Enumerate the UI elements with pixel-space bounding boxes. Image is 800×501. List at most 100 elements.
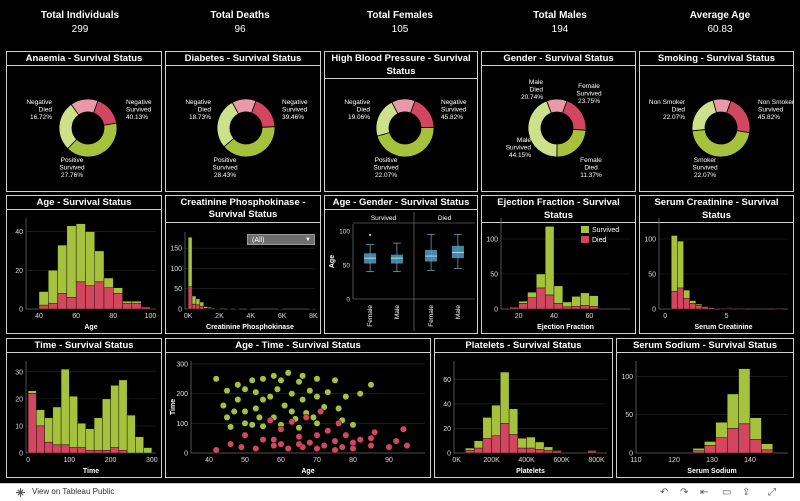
point-died <box>325 428 331 434</box>
bar-died <box>67 297 76 309</box>
point-died <box>339 444 345 450</box>
slice-label-pct: 40.13% <box>126 114 148 121</box>
kpi-label: Total Males <box>480 10 640 21</box>
bar-died <box>111 448 119 453</box>
point-died <box>296 433 302 439</box>
slice-label-pct: 22.07% <box>375 172 397 179</box>
group-header: Survived <box>371 215 397 222</box>
kpi-value: 96 <box>160 24 320 35</box>
slice-label-line1: Non Smoker <box>758 99 794 106</box>
point-survived <box>235 396 241 402</box>
bar-died <box>720 308 726 309</box>
point-survived <box>314 420 320 426</box>
bar-survived <box>554 286 563 304</box>
point-survived <box>289 390 295 396</box>
tableau-logo-icon <box>16 488 25 497</box>
bar-survived <box>761 444 772 450</box>
legend-label-died: Died <box>592 237 607 244</box>
slice-label-pct: 20.74% <box>521 94 543 101</box>
bar-survived <box>483 417 492 438</box>
x-tick-label: 140 <box>744 457 756 464</box>
bar-survived <box>739 369 750 424</box>
point-died <box>400 426 406 432</box>
point-died <box>343 432 349 438</box>
bar-survived <box>535 442 544 449</box>
bar-survived <box>135 437 143 453</box>
y-tick-label: 50 <box>343 262 351 269</box>
bar-survived <box>563 302 572 307</box>
bar-survived <box>704 442 715 446</box>
y-tick-label: 100 <box>644 237 656 244</box>
bar-survived <box>144 448 152 453</box>
bar-survived <box>527 437 536 448</box>
bar-survived <box>200 302 204 306</box>
bar-survived <box>78 423 86 447</box>
slice-label-line2: Survived <box>506 145 532 152</box>
panel-title: Anaemia - Survival Status <box>7 52 161 66</box>
bar-survived <box>102 399 110 450</box>
device-layout-icon[interactable]: ▭ <box>722 487 731 498</box>
x-axis-label: Platelets <box>516 468 545 475</box>
revert-icon[interactable]: ⇤ <box>700 487 708 498</box>
x-axis-label: Serum Creatinine <box>695 324 753 331</box>
x-tick-label: 130 <box>706 457 718 464</box>
bar-died <box>750 439 761 453</box>
x-tick-label: 0K <box>184 313 193 320</box>
point-died <box>303 414 309 420</box>
x-tick-label: 50 <box>241 457 249 464</box>
bar-died <box>727 428 738 453</box>
x-tick-label: 80 <box>349 457 357 464</box>
y-tick-label: 40 <box>443 401 451 408</box>
y-tick-label: 0 <box>19 307 23 314</box>
point-survived <box>267 393 273 399</box>
y-tick-label: 100 <box>170 266 182 273</box>
panel-creatinine-phosphokinase: Creatinine Phosphokinase - Survival Stat… <box>165 195 321 334</box>
x-tick-label: 2K <box>215 313 224 320</box>
fullscreen-icon[interactable]: ⤢ <box>768 487 776 498</box>
x-tick-label: 0K <box>452 457 461 464</box>
x-category-label: Male <box>455 305 462 319</box>
view-on-tableau-link[interactable]: View on Tableau Public <box>32 487 114 496</box>
point-died <box>314 445 320 451</box>
point-died <box>213 447 219 453</box>
redo-icon[interactable]: ↷ <box>680 487 688 498</box>
bar-died <box>188 287 192 309</box>
x-tick-label: 300 <box>146 457 158 464</box>
bar-died <box>535 449 544 453</box>
point-survived <box>220 402 226 408</box>
hbp-chart: NegativeDied19.06%NegativeSurvived45.82%… <box>326 66 478 191</box>
point-survived <box>256 414 262 420</box>
point-survived <box>242 386 248 392</box>
bar-died <box>104 288 113 309</box>
slice-label-line1: Male <box>529 79 543 86</box>
gender-chart: MaleDied20.74%FemaleSurvived23.75%MaleSu… <box>483 66 636 191</box>
point-died <box>278 441 284 447</box>
point-survived <box>235 382 241 388</box>
bar-died <box>544 451 553 453</box>
cpk-filter-dropdown[interactable]: (All)▼ <box>247 234 315 245</box>
undo-icon[interactable]: ↶ <box>660 487 668 498</box>
y-tick-label: 30 <box>15 369 23 376</box>
slice-label-line1: Negative <box>441 99 467 106</box>
bar-died <box>78 448 86 453</box>
bar-died <box>192 304 196 309</box>
bar-died <box>527 448 536 453</box>
bar-survived <box>95 251 104 282</box>
box-body <box>452 246 464 258</box>
share-icon[interactable]: ⇪ <box>742 487 750 498</box>
bar-survived <box>53 407 61 445</box>
bar-died <box>95 282 104 309</box>
point-survived <box>249 377 255 383</box>
slice-label-line2: Survived <box>692 165 718 172</box>
slice-label-line1: Smoker <box>694 157 717 164</box>
bar-survived <box>86 429 94 451</box>
slice-label-line2: Survived <box>212 165 238 172</box>
point-survived <box>224 414 230 420</box>
point-died <box>321 442 327 448</box>
point-died <box>332 447 338 453</box>
point-survived <box>343 393 349 399</box>
